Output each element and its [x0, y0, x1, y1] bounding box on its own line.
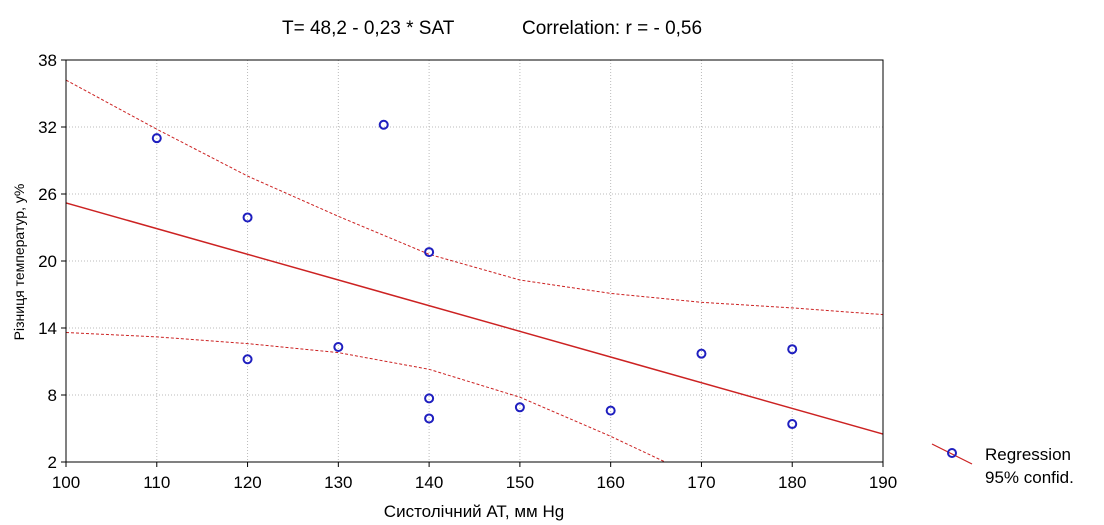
- chart-title-equation: T= 48,2 - 0,23 * SAT: [282, 18, 455, 39]
- y-tick-label: 38: [38, 51, 57, 70]
- data-points: [151, 119, 798, 430]
- x-axis-label: Систолічний АТ, мм Hg: [384, 502, 564, 521]
- data-point: [242, 354, 253, 365]
- x-tick-label: 160: [596, 473, 624, 492]
- y-tick-label: 20: [38, 252, 57, 271]
- data-point: [787, 419, 798, 430]
- confidence-lower-curve: [65, 332, 666, 463]
- x-tick-label: 150: [506, 473, 534, 492]
- y-tick-label: 2: [48, 453, 57, 472]
- data-point: [378, 119, 389, 130]
- regression-line: [65, 202, 884, 435]
- y-tick-label: 26: [38, 185, 57, 204]
- x-tick-label: 180: [778, 473, 806, 492]
- y-tick-label: 14: [38, 319, 57, 338]
- legend-point-marker: [947, 448, 957, 458]
- data-point: [696, 348, 707, 359]
- data-point: [514, 402, 525, 413]
- data-point: [424, 393, 435, 404]
- confidence-upper-curve: [65, 79, 884, 316]
- data-point: [424, 413, 435, 424]
- y-axis-ticks: 2 8 14 20 26 32 38: [38, 51, 66, 472]
- data-point: [787, 344, 798, 355]
- x-tick-label: 190: [869, 473, 897, 492]
- legend-entry-confidence: 95% confid.: [985, 468, 1074, 487]
- x-tick-label: 170: [687, 473, 715, 492]
- y-tick-label: 8: [48, 386, 57, 405]
- chart-title-correlation: Correlation: r = - 0,56: [522, 18, 702, 39]
- regression-line-group: [65, 202, 884, 435]
- data-point: [605, 405, 616, 416]
- data-point: [151, 133, 162, 144]
- y-axis-label: Різниця температур, у%: [11, 184, 27, 341]
- x-tick-label: 110: [143, 473, 170, 492]
- data-point: [424, 247, 435, 258]
- legend-regression-line: [931, 443, 973, 465]
- x-tick-label: 130: [324, 473, 352, 492]
- grid: [66, 60, 883, 462]
- x-tick-label: 120: [233, 473, 261, 492]
- legend: Regression 95% confid.: [931, 443, 1074, 487]
- confidence-bands: [65, 79, 884, 463]
- data-point: [333, 341, 344, 352]
- legend-entry-regression: Regression: [985, 445, 1071, 464]
- data-point: [242, 212, 253, 223]
- x-tick-label: 100: [52, 473, 80, 492]
- x-axis-ticks: 100 110 120 130 140 150 160 170 180 190: [52, 462, 897, 492]
- x-tick-label: 140: [415, 473, 443, 492]
- y-tick-label: 32: [38, 118, 57, 137]
